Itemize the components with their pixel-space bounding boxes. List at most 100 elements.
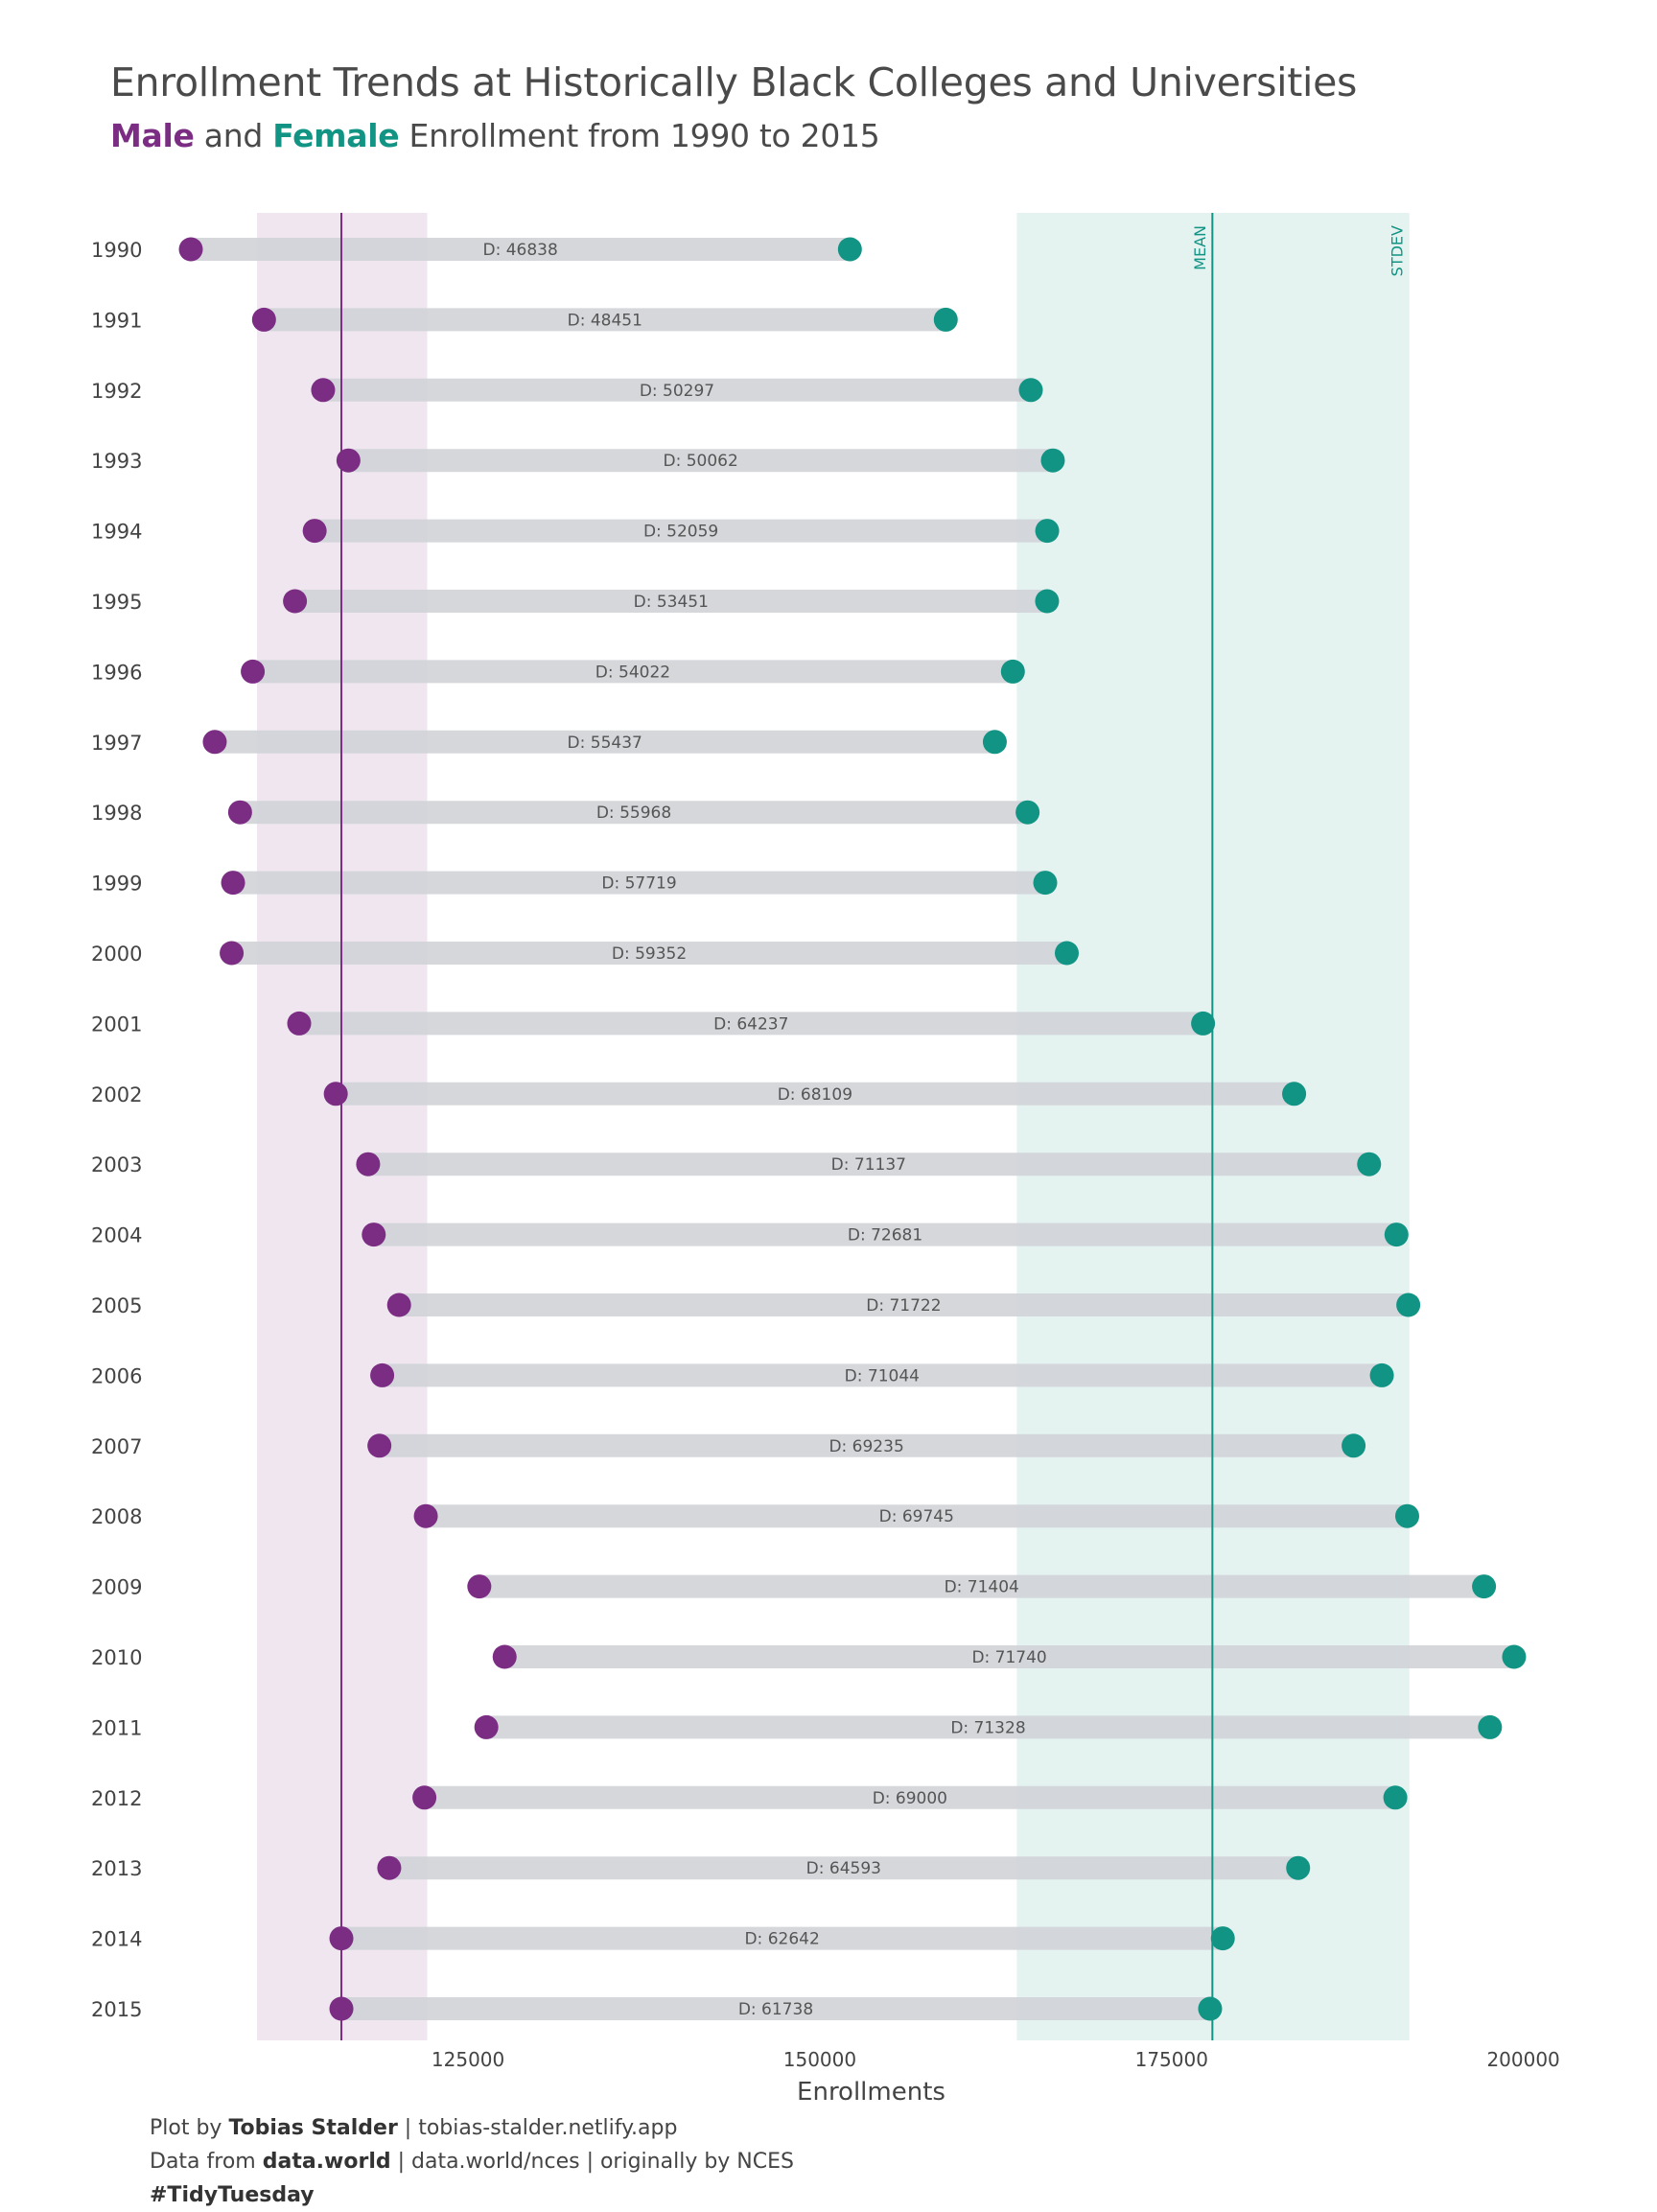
difference-label: D: 71137 [831,1155,906,1175]
year-tick-label: 2006 [91,1364,142,1387]
difference-label: D: 55968 [596,803,671,823]
female-point [1198,1996,1223,2021]
difference-label: D: 55437 [568,733,642,753]
male-point [336,448,361,473]
female-point [1040,448,1065,473]
female-point [1286,1855,1311,1880]
difference-label: D: 46838 [483,241,558,260]
male-point [202,730,227,755]
caption-1-pre: Plot by [150,2116,229,2140]
caption-2-post: | data.world/nces | originally by NCES [390,2150,794,2174]
difference-label: D: 61738 [738,2000,813,2019]
year-tick-label: 1999 [91,873,142,896]
difference-label: D: 52059 [643,523,718,542]
male-point [311,378,336,403]
male-point [356,1152,381,1176]
female-point [1472,1574,1497,1599]
difference-label: D: 62642 [744,1930,819,1949]
female-point [1369,1362,1394,1387]
year-tick-label: 1994 [91,521,142,544]
x-tick-label: 125000 [432,2048,504,2071]
difference-label: D: 69235 [828,1437,903,1456]
female-point [1502,1644,1527,1669]
male-point [370,1362,395,1387]
year-tick-label: 2010 [91,1646,142,1669]
difference-label: D: 72681 [848,1226,922,1246]
difference-label: D: 57719 [601,874,676,894]
chart-title: Enrollment Trends at Historically Black … [110,59,1358,105]
difference-label: D: 69745 [879,1507,954,1526]
caption-line-1: Plot by Tobias Stalder | tobias-stalder.… [150,2111,794,2145]
year-tick-label: 2009 [91,1576,142,1599]
year-tick-label: 1991 [91,309,142,332]
male-point [241,659,266,684]
year-tick-label: 2011 [91,1716,142,1739]
year-tick-label: 2013 [91,1857,142,1880]
difference-label: D: 50297 [640,382,714,401]
caption-source: data.world [262,2150,391,2174]
male-point [251,307,276,332]
year-tick-label: 2005 [91,1294,142,1317]
year-tick-label: 2004 [91,1224,142,1247]
year-tick-label: 2003 [91,1153,142,1176]
male-point [329,1926,354,1951]
x-axis-title: Enrollments [797,2078,945,2107]
male-point [220,941,245,966]
male-point [283,589,308,614]
title-block: Enrollment Trends at Historically Black … [110,59,1357,154]
year-tick-label: 2015 [91,1998,142,2021]
female-point [1035,589,1060,614]
caption-author: Tobias Stalder [228,2116,398,2140]
year-tick-label: 1995 [91,591,142,614]
difference-label: D: 64237 [713,1014,788,1034]
year-tick-label: 1992 [91,380,142,403]
male-point [474,1714,499,1739]
female-point [1342,1433,1366,1458]
x-tick-label: 200000 [1486,2048,1559,2071]
female-point [982,730,1007,755]
female-point [1210,1926,1235,1951]
male-point [362,1222,386,1247]
difference-label: D: 71740 [971,1648,1046,1667]
caption-hashtag: #TidyTuesday [150,2183,315,2207]
x-tick-label: 150000 [783,2048,856,2071]
dumbbell-chart: MEAN STDEV D: 46838 1990 D: 48451 1991 D: 5029… [91,213,1560,2107]
chart-subtitle: Male and Female Enrollment from 1990 to … [110,117,1357,154]
mean-label: MEAN [1191,225,1209,270]
difference-label: D: 68109 [778,1085,852,1105]
male-point [221,871,245,896]
x-tick-label: 175000 [1135,2048,1208,2071]
caption-line-2: Data from data.world | data.world/nces |… [150,2145,794,2178]
caption: Plot by Tobias Stalder | tobias-stalder.… [150,2111,794,2212]
female-point [1054,941,1079,966]
difference-label: D: 71404 [945,1578,1019,1597]
year-tick-label: 2001 [91,1013,142,1036]
caption-1-post: | tobias-stalder.netlify.app [397,2116,678,2140]
difference-label: D: 64593 [806,1859,881,1878]
subtitle-male: Male [110,117,195,154]
difference-label: D: 54022 [595,663,670,682]
difference-label: D: 48451 [568,311,642,330]
subtitle-and: and [194,117,273,154]
subtitle-rest: Enrollment from 1990 to 2015 [399,117,880,154]
year-tick-label: 2008 [91,1505,142,1528]
difference-label: D: 71044 [845,1366,920,1385]
year-tick-label: 1990 [91,239,142,262]
year-tick-label: 2012 [91,1787,142,1810]
male-point [377,1855,402,1880]
male-point [413,1503,438,1528]
female-point [837,237,862,262]
female-point [1033,871,1058,896]
male-point [412,1785,437,1810]
male-point [227,800,252,825]
difference-label: D: 71328 [950,1718,1025,1737]
year-tick-label: 1996 [91,661,142,684]
male-point [329,1996,354,2021]
year-tick-label: 1993 [91,450,142,473]
difference-label: D: 71722 [866,1296,941,1316]
female-point [1018,378,1043,403]
female-point [1191,1011,1216,1036]
female-point [1384,1222,1409,1247]
female-point [1035,519,1060,544]
difference-label: D: 69000 [873,1789,947,1808]
